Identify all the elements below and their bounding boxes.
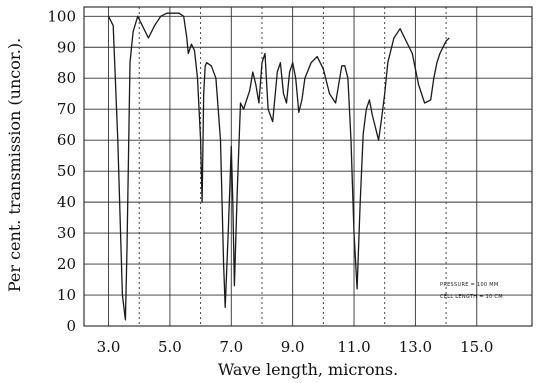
measurement-note: PRESSURE = 100 MM <box>440 282 499 288</box>
y-axis-title: Per cent. transmission (uncor.). <box>5 38 24 292</box>
x-tick-label: 9.0 <box>281 338 305 356</box>
measurement-notes: PRESSURE = 100 MM CELL LENGTH = 10 CM <box>440 282 503 300</box>
y-tick-label: 100 <box>47 7 76 25</box>
x-tick-label: 5.0 <box>158 338 182 356</box>
x-tick-label: 7.0 <box>219 338 243 356</box>
x-tick-label: 11.0 <box>337 338 370 356</box>
x-tick-label: 13.0 <box>399 338 432 356</box>
y-tick-label: 0 <box>66 317 76 335</box>
x-axis-title: Wave length, microns. <box>218 360 398 379</box>
y-tick-label: 50 <box>57 162 76 180</box>
x-tick-label: 3.0 <box>97 338 121 356</box>
measurement-note: CELL LENGTH = 10 CM <box>440 294 503 300</box>
transmission-curve <box>107 12 450 321</box>
y-tick-label: 10 <box>57 286 76 304</box>
y-tick-label: 90 <box>57 38 76 56</box>
x-tick-labels: 3.0 5.0 7.0 9.0 11.0 13.0 15.0 <box>97 338 494 356</box>
x-tick-label: 15.0 <box>460 338 493 356</box>
y-tick-label: 80 <box>57 69 76 87</box>
y-tick-label: 60 <box>57 131 76 149</box>
plot-frame <box>83 6 533 327</box>
grid-lines <box>84 7 532 327</box>
y-tick-label: 20 <box>57 255 76 273</box>
y-tick-label: 70 <box>57 100 76 118</box>
y-tick-label: 30 <box>57 224 76 242</box>
y-tick-label: 40 <box>57 193 76 211</box>
